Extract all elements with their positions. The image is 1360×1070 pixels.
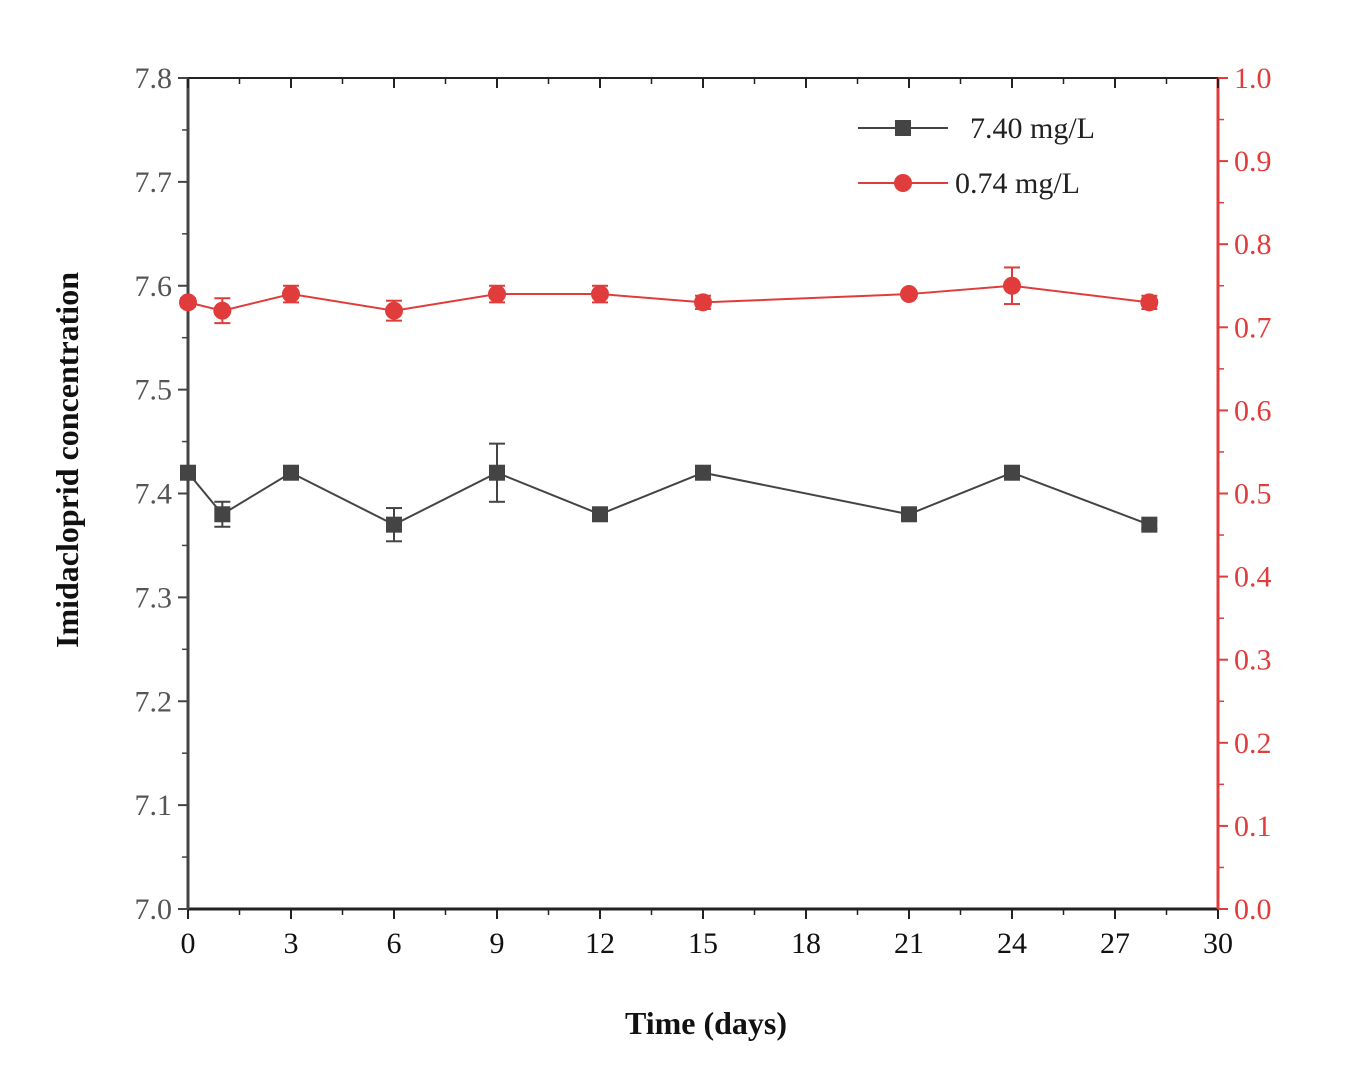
data-point — [1140, 293, 1159, 312]
right-y-tick-label: 0.3 — [1234, 644, 1272, 677]
left-y-tick-label: 7.8 — [135, 62, 173, 95]
data-point — [591, 285, 609, 304]
right-y-tick-label: 0.0 — [1234, 893, 1272, 926]
data-point — [1003, 276, 1021, 295]
x-tick-label: 0 — [181, 927, 196, 960]
data-point — [901, 506, 917, 523]
data-point — [213, 301, 232, 320]
x-axis-title: Time (days) — [625, 1005, 787, 1041]
x-tick-label: 18 — [791, 927, 821, 960]
series-black-squares — [180, 442, 1158, 543]
legend-marker-square — [895, 120, 911, 136]
right-y-tick-label: 0.6 — [1234, 394, 1272, 427]
left-y-tick-label: 7.5 — [135, 374, 173, 407]
data-point — [900, 285, 918, 304]
x-tick-label: 30 — [1203, 927, 1233, 960]
left-y-tick-label: 7.1 — [135, 789, 173, 822]
x-tick-label: 21 — [894, 927, 924, 960]
y-axis-title: Imidacloprid concentration — [49, 272, 85, 648]
data-point — [180, 464, 196, 481]
data-point — [283, 464, 299, 481]
right-y-tick-label: 0.9 — [1234, 145, 1272, 178]
legend-label: 0.74 mg/L — [955, 167, 1080, 200]
legend-label: 7.40 mg/L — [970, 112, 1095, 145]
data-point — [592, 506, 608, 523]
left-y-tick-label: 7.3 — [135, 581, 173, 614]
series-line — [187, 284, 1150, 312]
series-layer — [179, 266, 1159, 543]
right-y-tick-label: 0.2 — [1234, 727, 1272, 760]
data-point — [214, 506, 231, 523]
data-point — [385, 301, 403, 320]
x-tick-label: 6 — [387, 927, 402, 960]
series-line — [187, 471, 1150, 526]
series-red-circles — [179, 266, 1159, 325]
data-point — [1141, 516, 1158, 533]
data-point — [1004, 464, 1020, 481]
left-y-tick-label: 7.0 — [135, 893, 173, 926]
x-tick-label: 3 — [284, 927, 299, 960]
right-y-tick-label: 0.4 — [1234, 561, 1272, 594]
right-y-tick-label: 1.0 — [1234, 62, 1272, 95]
data-point — [695, 464, 711, 481]
data-point — [179, 293, 197, 312]
x-tick-label: 27 — [1100, 927, 1130, 960]
right-y-tick-label: 0.1 — [1234, 810, 1272, 843]
left-y-tick-label: 7.4 — [135, 478, 173, 511]
right-y-tick-label: 0.5 — [1234, 478, 1272, 511]
right-y-tick-label: 0.7 — [1234, 311, 1272, 344]
legend: 7.40 mg/L 0.74 mg/L — [858, 112, 1095, 200]
data-point — [386, 516, 402, 533]
left-y-tick-label: 7.2 — [135, 685, 173, 718]
data-point — [694, 293, 712, 312]
data-point — [489, 464, 505, 481]
x-tick-label: 9 — [490, 927, 505, 960]
left-y-tick-label: 7.6 — [135, 270, 173, 303]
x-tick-label: 24 — [997, 927, 1027, 960]
x-tick-label: 12 — [585, 927, 615, 960]
axes-layer: 0 3 6 9 12 15 18 21 24 27 30 7.0 7.1 7.2 7.3 7.4 7.5 7.6 7… — [135, 62, 1272, 960]
right-y-tick-label: 0.8 — [1234, 228, 1272, 261]
left-y-tick-label: 7.7 — [135, 166, 173, 199]
legend-marker-circle — [894, 174, 912, 192]
data-point — [488, 285, 506, 304]
x-tick-label: 15 — [688, 927, 718, 960]
data-point — [282, 285, 300, 304]
